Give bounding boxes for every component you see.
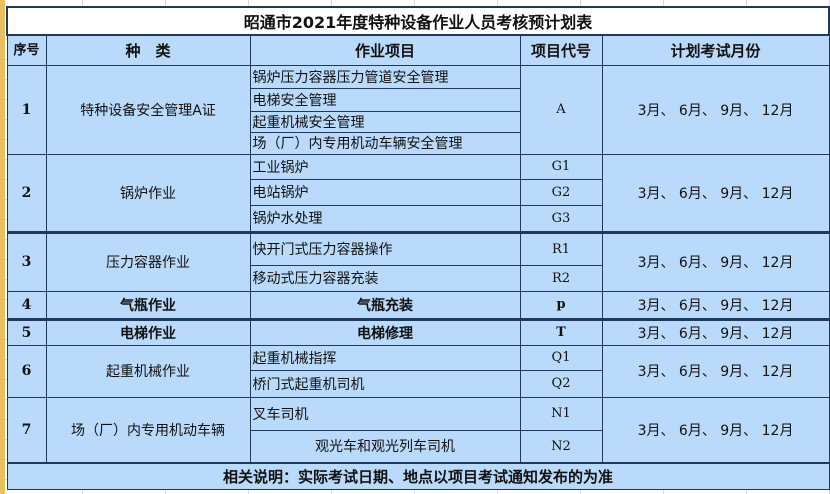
exam-plan-table: 昭通市2021年度特种设备作业人员考核预计划表 序号 种 类 作业项目 项目代号… <box>5 6 830 490</box>
row-code: G1 <box>519 153 603 180</box>
row-item: 锅炉压力容器压力管道安全管理 <box>249 64 521 89</box>
row-item: 锅炉水处理 <box>249 204 521 233</box>
row-item: 起重机械指挥 <box>249 344 521 371</box>
row-seq: 6 <box>6 344 47 398</box>
row-item: 场（厂）内专用机动车辆安全管理 <box>249 131 521 155</box>
row-months: 3月、 6月、 9月、 12月 <box>601 317 830 346</box>
table-row: 起重机械安全管理 <box>7 110 829 133</box>
table-row: 观光车和观光列车司机 N2 <box>7 429 829 464</box>
row-code: N2 <box>519 429 603 464</box>
row-months: 3月、 6月、 9月、 12月 <box>601 290 830 320</box>
row-category: 压力容器作业 <box>45 230 251 292</box>
row-item: 气瓶充装 <box>249 290 521 320</box>
footer-note: 相关说明：实际考试日期、地点以项目考试通知发布的为准 <box>6 462 830 490</box>
row-item: 移动式压力容器充装 <box>249 264 521 292</box>
table-title: 昭通市2021年度特种设备作业人员考核预计划表 <box>5 6 830 36</box>
header-seq: 序号 <box>6 34 47 66</box>
row-category: 电梯作业 <box>45 317 251 346</box>
row-code: R1 <box>519 230 603 266</box>
row-code: T <box>519 317 603 346</box>
table-row: 7 场（厂）内专用机动车辆 叉车司机 N1 3月、 6月、 9月、 12月 <box>6 396 830 464</box>
row-months: 3月、 6月、 9月、 12月 <box>601 64 830 155</box>
row-category: 特种设备安全管理A证 <box>45 64 251 155</box>
row-item: 电梯修理 <box>249 317 521 346</box>
row-item: 观光车和观光列车司机 <box>249 429 521 464</box>
row-seq: 1 <box>6 64 47 155</box>
row-category: 场（厂）内专用机动车辆 <box>45 396 251 464</box>
row-seq: 7 <box>6 396 47 464</box>
header-months: 计划考试月份 <box>601 34 830 66</box>
row-item: 桥门式起重机司机 <box>249 369 521 398</box>
row-item: 电站锅炉 <box>249 178 521 206</box>
row-item: 电梯安全管理 <box>249 87 521 112</box>
header-item: 作业项目 <box>249 34 521 66</box>
table-row: 1 特种设备安全管理A证 锅炉压力容器压力管道安全管理 A 3月、 6月、 9月、 12… <box>6 64 830 155</box>
table-row: 移动式压力容器充装 R2 <box>7 264 829 292</box>
row-code: Q2 <box>519 369 603 398</box>
row-code: p <box>519 290 603 320</box>
header-code: 项目代号 <box>519 34 603 66</box>
row-seq: 5 <box>6 317 47 346</box>
row-months: 3月、 6月、 9月、 12月 <box>601 230 830 292</box>
row-months: 3月、 6月、 9月、 12月 <box>601 344 830 398</box>
table-row: 3 压力容器作业 快开门式压力容器操作 R1 3月、 6月、 9月、 12月 <box>6 230 830 292</box>
row-item: 起重机械安全管理 <box>249 110 521 133</box>
row-category: 起重机械作业 <box>45 344 251 398</box>
table-row: 电站锅炉 G2 <box>7 178 829 206</box>
row-code: A <box>519 64 603 155</box>
row-seq: 3 <box>6 230 47 292</box>
row-header-edge <box>0 0 5 494</box>
table-row: 桥门式起重机司机 Q2 <box>7 369 829 398</box>
row-code: R2 <box>519 264 603 292</box>
table-row: 锅炉水处理 G3 <box>7 204 829 233</box>
row-code: N1 <box>519 396 603 431</box>
row-seq: 2 <box>6 153 47 233</box>
row-item: 叉车司机 <box>249 396 521 431</box>
row-code: G3 <box>519 204 603 233</box>
row-category: 锅炉作业 <box>45 153 251 233</box>
table-row: 4 气瓶作业 气瓶充装 p 3月、 6月、 9月、 12月 <box>6 290 830 320</box>
row-category: 气瓶作业 <box>45 290 251 320</box>
table-row: 6 起重机械作业 起重机械指挥 Q1 3月、 6月、 9月、 12月 <box>6 344 830 398</box>
row-item: 工业锅炉 <box>249 153 521 180</box>
row-code: G2 <box>519 178 603 206</box>
header-category: 种 类 <box>45 34 251 66</box>
table-row: 2 锅炉作业 工业锅炉 G1 3月、 6月、 9月、 12月 <box>6 153 830 233</box>
row-code: Q1 <box>519 344 603 371</box>
table-row: 场（厂）内专用机动车辆安全管理 <box>7 131 829 155</box>
table-row: 5 电梯作业 电梯修理 T 3月、 6月、 9月、 12月 <box>6 317 830 346</box>
row-months: 3月、 6月、 9月、 12月 <box>601 153 830 233</box>
row-item: 快开门式压力容器操作 <box>249 230 521 266</box>
row-seq: 4 <box>6 290 47 320</box>
row-months: 3月、 6月、 9月、 12月 <box>601 396 830 464</box>
